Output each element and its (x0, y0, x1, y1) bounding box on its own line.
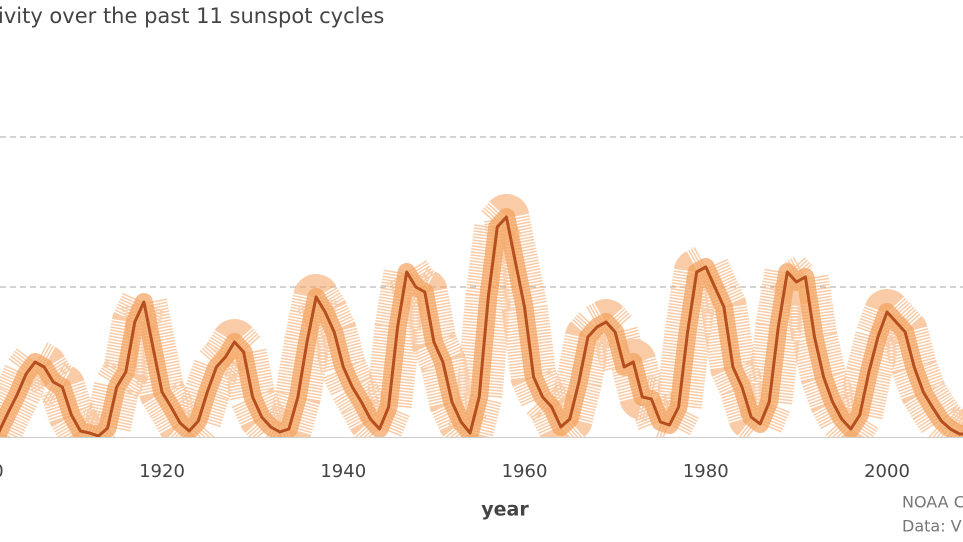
chart-title: ivity over the past 11 sunspot cycles (0, 4, 384, 28)
x-tick-label: 1980 (683, 461, 729, 482)
x-axis: 1900 1920 1940 1960 1980 2000 (0, 461, 910, 482)
x-tick-label: 1960 (502, 461, 548, 482)
x-tick-label: 1940 (320, 461, 366, 482)
credit: Data: V (902, 517, 962, 536)
x-tick-label: 1900 (0, 461, 4, 482)
grid (0, 136, 963, 288)
plot-area (0, 194, 963, 438)
x-axis-label: year (481, 499, 529, 521)
credit: NOAA C (902, 493, 963, 512)
x-tick-label: 2000 (864, 461, 910, 482)
smoothed-line (0, 215, 963, 438)
x-tick-label: 1920 (139, 461, 185, 482)
